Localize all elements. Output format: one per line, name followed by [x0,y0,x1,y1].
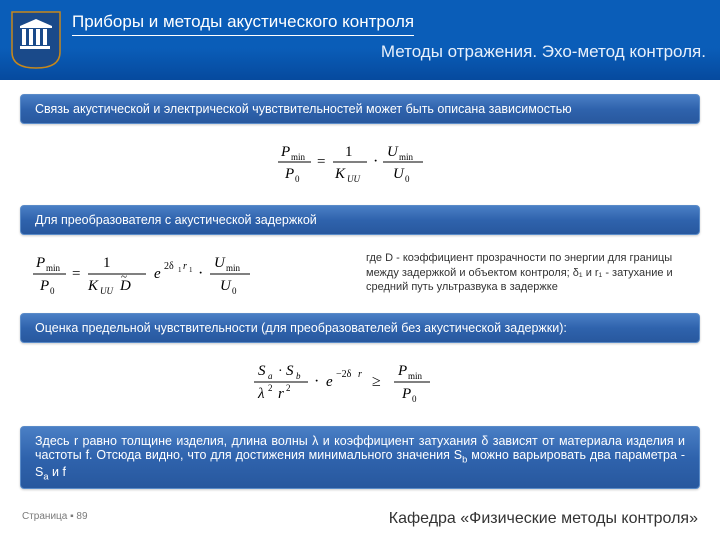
section-bar-1: Связь акустической и электрической чувст… [20,94,700,124]
svg-text:S: S [258,363,266,379]
svg-text:min: min [291,152,306,162]
svg-text:=: = [317,154,325,170]
svg-text:P: P [397,363,407,379]
svg-text:2: 2 [286,383,291,393]
svg-text:2: 2 [268,383,273,393]
svg-text:=: = [72,266,80,282]
svg-text:e: e [154,266,161,282]
formula-3: Sa · Sb λ2 r2 · e −2δr ≥ Pmin P0 [20,343,700,426]
svg-text:P: P [401,386,411,402]
svg-text:0: 0 [295,174,300,184]
header: Приборы и методы акустического контроля … [0,0,720,80]
svg-text:λ: λ [257,386,265,402]
svg-text:·: · [198,265,203,282]
svg-text:r: r [358,369,362,380]
formula-2: Pmin P0 = 1 KUU D~ e 2δ1r1 · Umin U0 [20,245,360,301]
svg-text:·: · [278,364,283,379]
svg-text:0: 0 [405,174,410,184]
svg-text:1: 1 [345,144,353,160]
svg-text:b: b [296,371,301,381]
formula-2-note: где D - коэффициент прозрачности по энер… [360,251,700,296]
svg-text:S: S [286,363,294,379]
page-subtitle: Методы отражения. Эхо-метод контроля. [381,42,706,62]
page-number: Страница ▪ 89 [22,511,88,522]
svg-text:U: U [393,166,405,182]
svg-text:0: 0 [232,286,237,296]
formula-2-row: Pmin P0 = 1 KUU D~ e 2δ1r1 · Umin U0 где… [20,235,700,313]
svg-text:UU: UU [347,174,360,184]
svg-text:1: 1 [103,255,111,271]
svg-text:−2δ: −2δ [336,369,352,380]
formula-1: Pmin P0 = 1 KUU · Umin U0 [20,124,700,205]
institution-logo-icon [10,10,62,70]
svg-text:1: 1 [189,266,193,274]
svg-text:K: K [334,166,346,182]
content: Связь акустической и электрической чувст… [0,80,720,489]
svg-text:K: K [87,278,99,294]
svg-text:U: U [387,144,399,160]
svg-text:2δ: 2δ [164,261,174,272]
svg-text:min: min [46,263,61,273]
svg-text:·: · [373,153,378,170]
section-bar-4: Здесь r равно толщине изделия, длина вол… [20,426,700,489]
svg-text:U: U [220,278,232,294]
svg-text:P: P [284,166,294,182]
section-bar-2: Для преобразователя с акустической задер… [20,205,700,235]
svg-text:P: P [35,255,45,271]
svg-text:r: r [183,261,187,272]
svg-text:min: min [399,152,414,162]
svg-text:U: U [214,255,226,271]
svg-text:P: P [39,278,49,294]
svg-text:~: ~ [121,271,127,283]
section-bar-3: Оценка предельной чувствительности (для … [20,313,700,343]
svg-text:≥: ≥ [372,373,381,390]
svg-text:0: 0 [412,394,417,404]
svg-text:UU: UU [100,286,113,296]
svg-text:e: e [326,374,333,390]
svg-text:min: min [408,371,423,381]
svg-text:·: · [314,373,319,390]
svg-text:0: 0 [50,286,55,296]
department-label: Кафедра «Физические методы контроля» [389,510,698,528]
svg-text:min: min [226,263,241,273]
svg-text:a: a [268,371,273,381]
svg-text:1: 1 [178,266,182,274]
svg-text:P: P [280,144,290,160]
page-title: Приборы и методы акустического контроля [72,12,414,36]
svg-text:r: r [278,386,284,402]
